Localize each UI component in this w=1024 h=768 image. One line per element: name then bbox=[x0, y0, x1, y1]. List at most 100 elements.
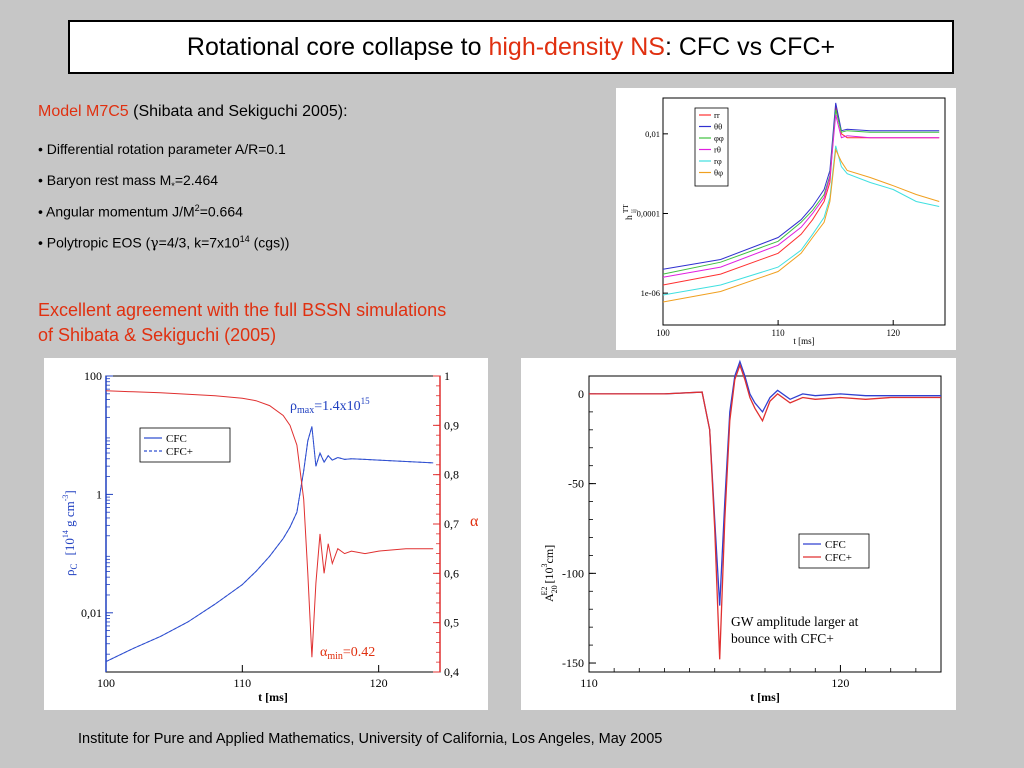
density-series-2 bbox=[105, 390, 434, 658]
strain-ytick-label-2: 1e-06 bbox=[641, 288, 660, 298]
density-legend-label-1: CFC+ bbox=[166, 446, 193, 458]
gw-ylabel-unit-post: cm] bbox=[542, 545, 556, 564]
density-xlabel: t [ms] bbox=[258, 690, 288, 704]
density-ylabel-unit-sup: 14 bbox=[61, 530, 70, 538]
agreement-line-2: of Shibata & Sekiguchi (2005) bbox=[38, 325, 277, 345]
gw-xtick-label-0: 110 bbox=[580, 676, 598, 690]
gw-chart-panel: 110 120 0 -50 -100 -150 CFC CFC+ GW amplitude … bbox=[521, 358, 956, 710]
density-ylabel-left-text: ρC [1014 g cm-3] bbox=[61, 490, 79, 576]
strain-series-1 bbox=[662, 102, 940, 270]
density-chart: 100 110 120 100 1 0,01 0,4 0,5 0,6 0,7 0,8 0,9 1 CFC… bbox=[61, 369, 479, 704]
agreement-line-1: Excellent agreement with the full BSSN s… bbox=[38, 300, 447, 320]
strain-xlabel: t [ms] bbox=[793, 336, 814, 346]
density-ylabel-right: α bbox=[470, 513, 479, 530]
density-xtick-label-1: 110 bbox=[234, 676, 252, 690]
bullet-eos: • Polytropic EOS (γ=4/3, k=7x1014 (cgs)) bbox=[38, 234, 289, 252]
gw-ylabel-sup: E2 bbox=[540, 586, 549, 595]
gw-series-1 bbox=[589, 363, 941, 660]
gw-ylabel-unit: [10 bbox=[542, 567, 556, 586]
density-ytick-right-label-1: 0,5 bbox=[444, 616, 459, 630]
density-ytick-left-label-1: 1 bbox=[96, 487, 102, 501]
alpha-min-sub: min bbox=[327, 651, 343, 662]
density-xtick-label-0: 100 bbox=[97, 676, 115, 690]
strain-legend-label-4: rφ bbox=[714, 156, 722, 166]
strain-series-3 bbox=[662, 114, 940, 278]
gw-plot-frame bbox=[588, 375, 942, 673]
gw-ytick-label-2: -100 bbox=[562, 566, 584, 580]
gw-ylabel-main: A bbox=[542, 593, 556, 602]
gw-ytick-label-1: -50 bbox=[568, 477, 584, 491]
bullet-eos-gamma: γ bbox=[150, 235, 159, 252]
strain-xtick-label-2: 120 bbox=[886, 328, 900, 338]
density-ylabel-rho: ρ bbox=[62, 570, 77, 577]
title-highlight: high-density NS bbox=[488, 32, 665, 61]
density-chart-panel: 100 110 120 100 1 0,01 0,4 0,5 0,6 0,7 0,8 0,9 1 CFC… bbox=[44, 358, 488, 710]
gw-legend-label-1: CFC+ bbox=[825, 552, 852, 564]
bullet-angular-momentum: • Angular momentum J/M2=0.664 bbox=[38, 203, 243, 220]
bullet-eos-pre: • Polytropic EOS ( bbox=[38, 234, 151, 251]
gw-annotation-line2: bounce with CFC+ bbox=[731, 631, 834, 646]
density-ylabel-unit-post: g cm bbox=[62, 501, 77, 530]
strain-xtick-label-1: 110 bbox=[772, 328, 786, 338]
footer-affiliation: Institute for Pure and Applied Mathemati… bbox=[78, 731, 663, 747]
density-ylabel-unit: [10 bbox=[62, 538, 77, 555]
agreement-note: Excellent agreement with the full BSSN s… bbox=[38, 298, 598, 348]
strain-ylabel-sub: ij bbox=[630, 209, 638, 213]
strain-legend-label-5: θφ bbox=[714, 168, 723, 178]
gw-annotation-line1: GW amplitude larger at bbox=[731, 614, 859, 629]
gw-legend-box bbox=[798, 533, 870, 569]
title-post: : CFC vs CFC+ bbox=[664, 32, 836, 61]
bullet-am-sup: 2 bbox=[194, 203, 200, 213]
slide-title: Rotational core collapse to high-density… bbox=[68, 20, 954, 74]
density-legend-label-0: CFC bbox=[166, 433, 187, 445]
strain-ylabel-group: h ij TT bbox=[622, 204, 638, 220]
alpha-min-text: =0.42 bbox=[343, 645, 375, 660]
title-pre: Rotational core collapse to bbox=[186, 32, 482, 61]
density-ytick-left-label-0: 100 bbox=[84, 369, 102, 383]
rho-max-sup: 15 bbox=[361, 396, 371, 406]
density-ytick-right-label-5: 0,9 bbox=[444, 418, 459, 432]
gw-ylabel-unit-sup: 3 bbox=[540, 563, 549, 567]
model-heading: Model M7C5 (Shibata and Sekiguchi 2005): bbox=[38, 103, 348, 121]
model-ref: (Shibata and Sekiguchi 2005): bbox=[128, 103, 348, 120]
density-xtick-label-2: 120 bbox=[370, 676, 388, 690]
model-name: Model M7C5 bbox=[38, 103, 129, 120]
density-ytick-right-label-0: 0,4 bbox=[444, 665, 459, 679]
density-ytick-right-label-3: 0,7 bbox=[444, 517, 459, 531]
gw-xtick-label-1: 120 bbox=[831, 676, 849, 690]
density-plot-frame bbox=[105, 375, 441, 673]
alpha-min-annotation: αmin=0.42 bbox=[320, 645, 375, 662]
bullet-rotation-text: • Differential rotation parameter A/R=0.… bbox=[38, 141, 286, 157]
bullet-eos-post: (cgs)) bbox=[249, 234, 290, 251]
density-ylabel-left: ρC [1014 g cm-3] bbox=[61, 490, 79, 576]
strain-ylabel-sup: TT bbox=[622, 204, 630, 213]
strain-ytick-label-1: 0,0001 bbox=[637, 208, 660, 218]
alpha-min-sym: α bbox=[320, 645, 328, 660]
gw-ylabel-sub: 20 bbox=[550, 585, 559, 593]
bullet-mass: • Baryon rest mass M*=2.464 bbox=[38, 172, 218, 191]
bullet-am-post: =0.664 bbox=[199, 203, 243, 220]
bullet-eos-mid: =4/3, k=7x10 bbox=[158, 234, 240, 251]
gw-ytick-label-0: 0 bbox=[578, 387, 584, 401]
density-legend-box bbox=[139, 427, 231, 463]
strain-legend-label-3: rθ bbox=[714, 145, 721, 155]
gw-xlabel: t [ms] bbox=[750, 690, 780, 704]
strain-ytick-label-0: 0,01 bbox=[645, 129, 660, 139]
density-series-1 bbox=[105, 426, 434, 663]
density-ylabel-sub: C bbox=[69, 563, 79, 569]
gw-ytick-label-3: -150 bbox=[562, 656, 584, 670]
density-ytick-right-label-4: 0,8 bbox=[444, 468, 459, 482]
strain-legend-label-0: rr bbox=[714, 110, 720, 120]
strain-legend-label-1: θθ bbox=[714, 122, 722, 132]
rho-max-text: =1.4x10 bbox=[314, 399, 360, 414]
rho-max-sub: max bbox=[297, 405, 314, 416]
density-ylabel-unit-end: ] bbox=[62, 490, 77, 494]
gw-ylabel-text: A20E2 [103cm] bbox=[540, 545, 559, 602]
density-ytick-right-label-2: 0,6 bbox=[444, 566, 459, 580]
strain-xtick-label-0: 100 bbox=[656, 328, 670, 338]
gw-annotation: GW amplitude larger at bounce with CFC+ bbox=[731, 614, 859, 646]
density-ytick-left-label-2: 0,01 bbox=[81, 606, 102, 620]
strain-chart-panel: 100 110 120 0,01 0,0001 1e-06 rr θθ φφ rθ rφ θφ h … bbox=[616, 88, 956, 350]
